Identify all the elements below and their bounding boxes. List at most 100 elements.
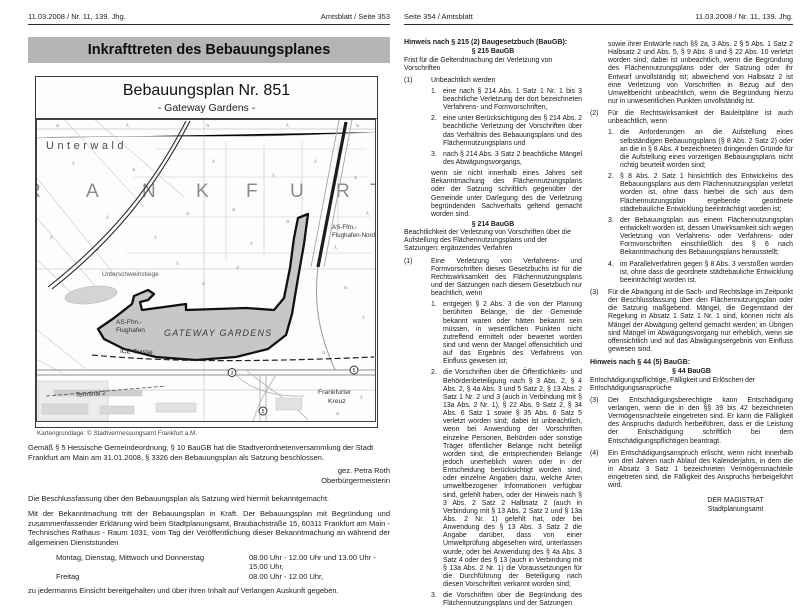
signature-role: Oberbürgermeisterin	[321, 475, 390, 485]
paragraph-marker: (3)	[590, 396, 599, 404]
item-number: 3.	[431, 150, 437, 158]
item-number: 3.	[431, 592, 437, 600]
header-date-issue: 11.03.2008 / Nr. 11, 139. Jhg.	[695, 12, 793, 21]
item-number: 1.	[431, 87, 437, 95]
list-item: 1. eine nach § 214 Abs. 1 Satz 1 Nr. 1 b…	[431, 88, 582, 112]
map-vegetation-symbol: λ	[72, 161, 75, 167]
paragraph-text: Unbeachtlich werden	[431, 76, 496, 84]
section-215-subtitle: Frist für die Geltendmachung der Verletz…	[404, 56, 553, 72]
header-date-issue: 11.03.2008 / Nr. 11, 139. Jhg.	[28, 12, 126, 21]
map-vegetation-symbol: a	[356, 123, 360, 129]
item-text: im Parallelverfahren gegen § 8 Abs. 3 ve…	[620, 260, 793, 284]
hours-days: Montag, Dienstag, Mittwoch und Donnersta…	[56, 552, 204, 562]
item-text: die Vorschriften über die Öffentlichkeit…	[443, 369, 582, 589]
map-parcel-grid	[35, 118, 377, 376]
paragraph-44-3: (3) Der Entschädigungsberechtigte kann E…	[590, 397, 793, 446]
map-vegetation-symbol: a	[354, 175, 358, 181]
paragraph-text: Ein Entschädigungsanspruch erlischt, wen…	[608, 449, 793, 490]
label-unterwald: Unterwald	[46, 140, 127, 152]
map-vegetation-symbol: λ	[272, 173, 275, 179]
page-left-header: 11.03.2008 / Nr. 11, 139. Jhg. Amtsblatt…	[28, 12, 390, 25]
map-vegetation-symbol: λ	[126, 123, 129, 129]
map-frame	[36, 119, 376, 422]
map-vegetation-symbol: λ	[250, 241, 253, 247]
signature-name: gez. Petra Roth	[337, 466, 390, 476]
item-number: 3.	[608, 216, 614, 224]
paragraph-text: Für die Rechtswirksamkeit der Bauleitplä…	[608, 110, 793, 126]
hinweis-44-heading: Hinweis nach § 44 (5) BauGB:	[590, 358, 691, 367]
map-vegetation-symbol: λ	[50, 235, 53, 241]
paragraph-44-4: (4) Ein Entschädigungsanspruch erlischt,…	[590, 450, 793, 491]
paragraph-text: Für die Abwägung ist die Sach- und Recht…	[608, 288, 793, 353]
map-figure: Bebauungsplan Nr. 851 - Gateway Gardens …	[27, 76, 382, 428]
label-as-flughafen-2: Flughafen	[116, 327, 145, 334]
map-vegetation-symbol: λ	[334, 245, 337, 251]
map-vegetation-symbol: a	[96, 247, 100, 253]
svg-text:K: K	[196, 181, 209, 202]
page-right-header: Seite 354 / Amtsblatt 11.03.2008 / Nr. 1…	[404, 12, 793, 25]
section-214-subtitle: Beachtlichkeit der Verletzung von Vorsch…	[404, 229, 572, 253]
map-vegetation-symbol: a	[236, 265, 240, 271]
item-number: 2.	[608, 173, 614, 181]
paragraph-215-1: (1) Unbeachtlich werden	[404, 77, 582, 85]
legal-text-column-1: Hinweis nach § 215 (2) Baugesetzbuch (Ba…	[404, 38, 582, 609]
item-number: 1.	[608, 129, 614, 137]
map-vegetation-symbol: λ	[106, 215, 109, 221]
list-item: 3. nach § 214 Abs. 3 Satz 2 beachtliche …	[431, 151, 582, 167]
item-text: die Anforderungen an die Aufstellung ein…	[620, 129, 793, 169]
item-text: eine nach § 214 Abs. 1 Satz 1 Nr. 1 bis …	[443, 87, 582, 112]
map-rail-line	[47, 120, 191, 290]
hours-time: 08.00 Uhr - 12.00 Uhr und 13.00 Uhr - 15…	[249, 552, 376, 572]
map-title-block: Bebauungsplan Nr. 851 - Gateway Gardens …	[36, 77, 377, 119]
badge-a5b-icon: 5	[262, 409, 265, 415]
map-vegetation-symbol: a	[232, 207, 236, 213]
paragraph-text: Der Entschädigungsberechtigte kann Entsc…	[608, 396, 793, 445]
section-214-title: § 214 BauGB	[471, 221, 515, 229]
paragraph-214-2: (2) Für die Rechtswirksamkeit der Baulei…	[590, 110, 793, 126]
item-text: der Bebauungsplan aus einem Flächennutzu…	[620, 216, 793, 257]
paragraph-214-3: (3) Für die Abwägung ist die Sach- und R…	[590, 289, 793, 354]
paragraph-marker: (3)	[590, 288, 599, 296]
svg-text:A: A	[86, 181, 99, 202]
list-item: 3. der Bebauungsplan aus einem Flächennu…	[608, 217, 793, 258]
label-as-flughafen-1: AS-Ffm.-	[116, 319, 142, 326]
label-as-nord-1: AS-Ffm.-	[332, 224, 357, 231]
map-sbahn-line	[45, 385, 167, 397]
badge-a3-icon: 3	[231, 371, 234, 377]
item-text: eine unter Berücksichtigung des § 214 Ab…	[443, 115, 582, 147]
magistrat-signature: DER MAGISTRAT Stadtplanungsamt	[688, 497, 783, 515]
label-terminal-2: Terminal 2	[76, 390, 107, 399]
map-vegetation-symbol: λ	[360, 395, 363, 401]
plan-area-boundary	[96, 212, 310, 362]
map-vegetation-symbol: λ	[212, 159, 215, 165]
map-vegetation-symbol: a	[132, 167, 136, 173]
map-vegetation-symbol: λ	[366, 211, 369, 217]
map-airport-buildings	[37, 380, 303, 422]
magistrat-line-2: Stadtplanungsamt	[707, 506, 764, 514]
map-background	[36, 119, 376, 422]
magistrat-line-1: DER MAGISTRAT	[707, 497, 764, 505]
list-item: 2. eine unter Berücksichtigung des § 214…	[431, 115, 582, 148]
label-frankfurter-kreuz-1: Frankfurter	[318, 389, 352, 396]
label-ice-trasse: ICE-Trasse	[120, 348, 153, 356]
section-215-title: § 215 BauGB	[471, 48, 515, 56]
hours-time: 08.00 Uhr - 12.00 Uhr,	[249, 571, 324, 581]
signature-block: gez. Petra Roth Oberbürgermeisterin	[28, 466, 390, 486]
map-route-badges: 3 5 5	[227, 365, 359, 416]
item-number: 1.	[431, 301, 437, 309]
list-item: 3. die Vorschriften über die Begründung …	[431, 592, 582, 608]
list-item: 2. § 8 Abs. 2 Satz 1 hinsichtlich des En…	[608, 173, 793, 214]
paragraph-gemaess: Gemäß § 5 Hessische Gemeindeordnung, § 1…	[28, 443, 374, 462]
label-unterschweinstiege: Unterschweinstiege	[102, 271, 159, 278]
paragraph-marker: (4)	[590, 449, 599, 457]
map-road-a5-north	[310, 119, 353, 371]
map-vegetation-symbol: a	[202, 281, 206, 287]
paragraph-bekanntmachung: Mit der Bekanntmachung tritt der Bebauun…	[28, 509, 390, 548]
map-vegetation-symbol: a	[186, 211, 190, 217]
paragraph-214-1: (1) Eine Verletzung von Verfahrens- und …	[404, 258, 582, 299]
label-as-nord-2: Flughafen-Nord	[332, 232, 376, 239]
map-vegetation-symbol: a	[56, 123, 60, 129]
header-page-number: Amtsblatt / Seite 353	[320, 12, 390, 21]
svg-text:U: U	[290, 181, 304, 202]
item-text: die Vorschriften über die Begründung des…	[443, 592, 582, 608]
